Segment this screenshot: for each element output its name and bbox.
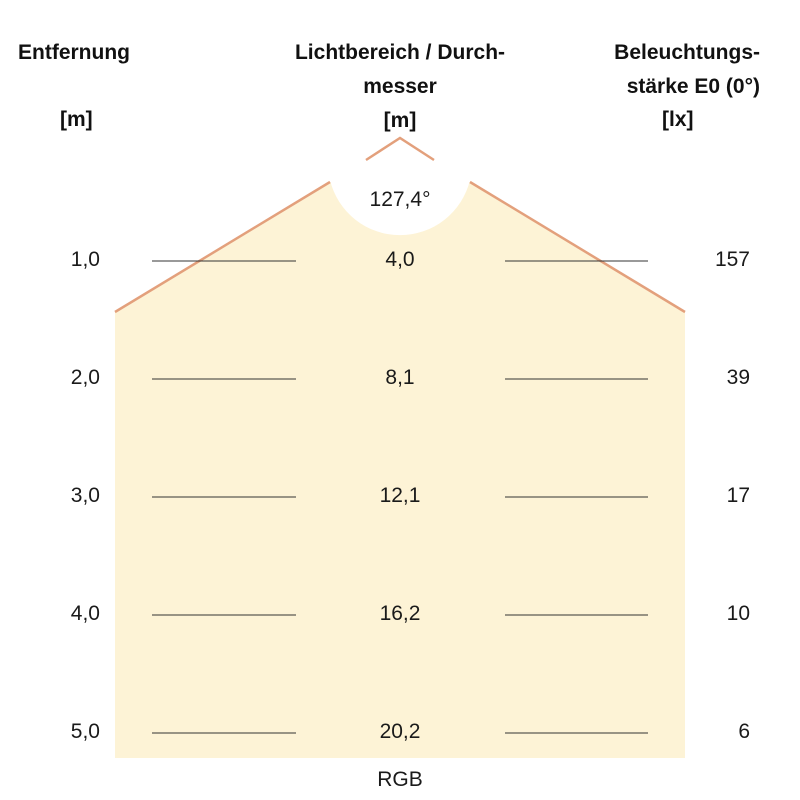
cone-edge-left [114, 180, 331, 314]
header-illuminance-unit: [lx] [662, 108, 694, 131]
illuminance-value: 17 [726, 484, 750, 507]
header-diameter: Lichtbereich / Durch- messer [m] [250, 40, 550, 134]
diameter-value: 4,0 [385, 248, 415, 271]
apex-edge [365, 136, 435, 162]
header-illuminance-line1: Beleuchtungs- [614, 41, 760, 64]
diameter-value: 20,2 [379, 720, 421, 743]
angle-arc-cutout [330, 130, 470, 236]
header-diameter-unit: [m] [383, 109, 417, 132]
illuminance-value: 6 [738, 720, 750, 743]
guide-lines [152, 260, 648, 734]
header-illuminance-line2: stärke E0 (0°) [626, 75, 760, 98]
header-diameter-line1: Lichtbereich / Durch- [294, 41, 506, 64]
header-diameter-line2: messer [363, 75, 437, 98]
diameter-value: 12,1 [379, 484, 421, 507]
header-illuminance: Beleuchtungs- stärke E0 (0°) [614, 40, 760, 100]
diameter-value: 16,2 [379, 602, 421, 625]
illuminance-value: 157 [714, 248, 750, 271]
beam-angle-label: 127,4° [369, 188, 431, 211]
diameter-value: 8,1 [385, 366, 415, 389]
distance-value: 3,0 [70, 484, 100, 507]
header-distance-label: Entfernung [18, 41, 130, 64]
header-distance: Entfernung [18, 40, 130, 66]
illuminance-value: 39 [726, 366, 750, 389]
distance-value: 5,0 [70, 720, 100, 743]
light-cone [115, 140, 685, 758]
distance-value: 2,0 [70, 366, 100, 389]
illuminance-value: 10 [726, 602, 750, 625]
footer-label: RGB [377, 768, 423, 791]
cone-edge-right [469, 180, 686, 314]
distance-value: 1,0 [70, 248, 100, 271]
header-distance-unit: [m] [60, 108, 93, 131]
distance-value: 4,0 [70, 602, 100, 625]
